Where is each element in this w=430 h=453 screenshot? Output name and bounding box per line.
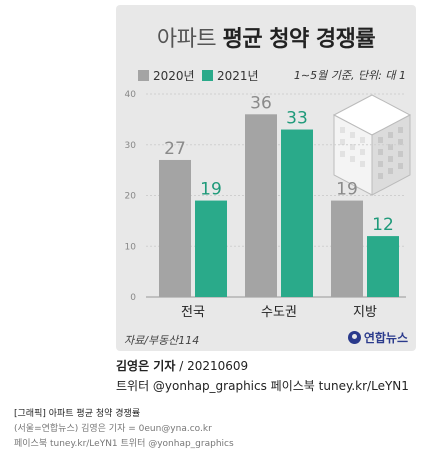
bar-2020 xyxy=(159,159,191,297)
yonhap-logo: 연합뉴스 xyxy=(347,329,408,346)
byline: 김영은 기자 / 20210609 xyxy=(116,357,248,374)
footer-caption-credit: (서울=연합뉴스) 김영은 기자 = 0eun@yna.co.kr xyxy=(14,424,212,434)
legend-item-2021: 2021년 xyxy=(202,67,259,84)
byline-date: 20210609 xyxy=(187,359,249,373)
logo-text: 연합뉴스 xyxy=(363,331,408,345)
title-light: 아파트 xyxy=(156,27,217,52)
bar-value-label: 19 xyxy=(200,180,222,200)
title-bold: 평균 청약 경쟁률 xyxy=(222,27,376,52)
bar-2020 xyxy=(245,114,277,297)
legend-unit-note: 1∼5월 기준, 단위: 대 1 xyxy=(293,69,406,82)
apartment-building-icon xyxy=(332,94,412,196)
bar-value-label: 12 xyxy=(372,215,394,235)
bar-2020 xyxy=(331,200,363,297)
legend-label-2020: 2020년 xyxy=(153,69,195,83)
bar-value-label: 36 xyxy=(250,93,272,113)
y-tick-label: 20 xyxy=(125,192,137,202)
byline-separator: / xyxy=(179,359,188,373)
bar-value-label: 27 xyxy=(164,139,186,159)
legend-label-2021: 2021년 xyxy=(217,69,259,83)
bar-2021 xyxy=(281,129,313,297)
legend-item-2020: 2020년 xyxy=(138,67,195,84)
x-category-label: 전국 xyxy=(181,305,205,320)
y-tick-label: 40 xyxy=(125,90,137,100)
y-tick-label: 30 xyxy=(125,141,137,151)
x-category-label: 지방 xyxy=(353,305,377,320)
legend-swatch-2020 xyxy=(138,70,149,81)
bar-2021 xyxy=(367,236,399,297)
footer-caption-title: [그래픽] 아파트 평균 청약 경쟁률 xyxy=(14,409,141,419)
chart-title: 아파트 평균 청약 경쟁률 xyxy=(116,21,416,53)
bar-chart: 0 10 20 30 40 27 19 전국 36 33 수도권 19 12 지방 xyxy=(125,90,412,320)
infographic-card: 아파트 평균 청약 경쟁률 2020년 2021년 1∼5월 기준, 단위: 대… xyxy=(116,5,416,351)
x-category-label: 수도권 xyxy=(261,305,297,320)
byline-name: 김영은 기자 xyxy=(116,359,176,373)
data-source: 자료/부동산114 xyxy=(124,334,200,347)
footer-caption-social: 페이스북 tuney.kr/LeYN1 트위터 @yonhap_graphics xyxy=(14,439,234,449)
logo-icon xyxy=(347,331,361,344)
bar-2021 xyxy=(195,200,227,297)
bar-value-label: 19 xyxy=(336,180,358,200)
bar-value-label: 33 xyxy=(286,109,308,129)
legend-swatch-2021 xyxy=(202,70,213,81)
y-tick-label: 10 xyxy=(125,242,137,252)
social-links: 트위터 @yonhap_graphics 페이스북 tuney.kr/LeYN1 xyxy=(116,379,409,393)
y-tick-label: 0 xyxy=(130,293,136,303)
